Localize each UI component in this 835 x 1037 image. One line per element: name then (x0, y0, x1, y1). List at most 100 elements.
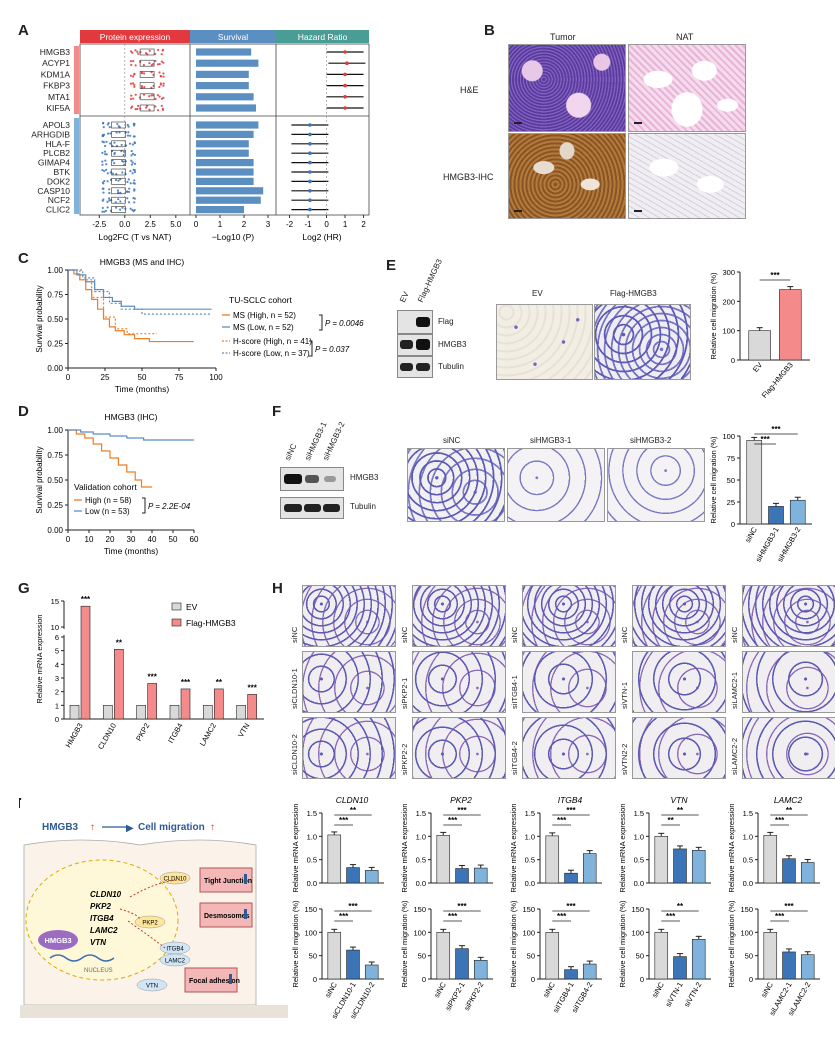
bar (673, 956, 687, 980)
blot-hmgb3-f (280, 467, 344, 491)
panel-label-f: F (272, 403, 282, 420)
tick-label: 100 (722, 327, 735, 336)
survival-bar (196, 187, 264, 195)
bar-flag (147, 683, 157, 720)
data-dot (101, 168, 104, 172)
sig-label: *** (557, 912, 567, 921)
gene-label: KDM1A (41, 69, 71, 79)
bar (346, 949, 360, 980)
sig-label: *** (760, 435, 770, 444)
axis-label: Log2FC (T vs NAT) (99, 232, 172, 242)
data-dot (119, 191, 122, 194)
tick-label: 0 (55, 715, 59, 724)
data-dot (156, 63, 160, 66)
data-dot (129, 97, 133, 101)
tick-label: -1 (304, 220, 312, 229)
hr-point (308, 142, 312, 146)
data-dot (143, 72, 146, 75)
tick-label: 50 (527, 952, 535, 961)
y-axis-label: Relative mRNA expression (727, 803, 736, 892)
x-axis-label: Time (months) (115, 384, 170, 394)
data-dot (102, 182, 105, 185)
tick-label: 0.50 (47, 476, 63, 485)
pathway-label: Focal adhesion (189, 978, 240, 985)
panel-label-e: E (386, 257, 397, 274)
data-dot (102, 191, 105, 194)
tick-label: 6 (55, 633, 59, 642)
tick-label: 0.5 (525, 856, 535, 865)
data-dot (140, 72, 143, 75)
data-dot (132, 124, 136, 127)
survival-bar (196, 130, 254, 138)
image-label-sihmgb3-1: siHMGB3-1 (530, 436, 572, 445)
data-dot (134, 49, 137, 52)
tick-label: 1.0 (307, 832, 317, 841)
tick-label: 0 (313, 975, 317, 984)
data-dot (127, 190, 131, 193)
survival-bar (196, 177, 254, 185)
transwell-image (632, 717, 726, 779)
bar (782, 858, 796, 884)
panel-a-header-bg (80, 30, 190, 43)
data-dot (136, 50, 139, 53)
bar (436, 932, 451, 980)
tick-label: 4 (55, 660, 59, 669)
data-dot (145, 106, 148, 109)
data-dot (101, 151, 104, 154)
data-dot (133, 142, 137, 145)
data-dot (116, 189, 120, 192)
panel-h-label: siITGB4-2 (510, 741, 519, 775)
panel-a-header-bg (276, 30, 369, 43)
band-label-hmgb3: HMGB3 (438, 340, 467, 349)
data-dot (130, 50, 133, 53)
down-group-bar (74, 118, 79, 214)
y-axis-label: Relative mRNA expression (509, 803, 518, 892)
tick-label: 1.0 (634, 832, 644, 841)
tick-label: 0.5 (634, 856, 644, 865)
km-high (68, 429, 152, 488)
data-dot (127, 201, 131, 204)
gene-label: PLCB2 (43, 148, 70, 158)
sig-label: ** (677, 902, 684, 911)
data-dot (131, 161, 134, 164)
sig-label: *** (81, 595, 91, 604)
tick-label: 0 (749, 975, 753, 984)
bar-ev (236, 705, 246, 720)
data-dot (129, 82, 133, 85)
transwell-image (522, 585, 616, 647)
hr-point (343, 72, 347, 77)
hr-point (308, 170, 312, 174)
pathway-label: Desmosomes (204, 913, 250, 920)
box-plot (139, 71, 155, 78)
sig-label: *** (566, 902, 576, 911)
gene-label: HLA-F (45, 139, 70, 149)
y-axis-label: Relative mRNA expression (618, 803, 627, 892)
category-label: siVTN-2 (682, 981, 703, 1009)
bar (346, 867, 360, 884)
transwell-image (632, 651, 726, 713)
transwell-image (742, 651, 835, 713)
category-label: siNC (432, 980, 448, 999)
bar (455, 948, 469, 980)
data-dot (126, 134, 130, 137)
tick-label: 100 (740, 928, 753, 937)
y-axis-label: Relative cell migration (%) (709, 436, 718, 524)
data-dot (106, 206, 109, 209)
data-dot (134, 108, 137, 111)
sig-label: *** (339, 912, 349, 921)
panel-label-h: H (272, 580, 283, 597)
protein-blob (159, 953, 191, 967)
category-label: siNC (650, 980, 666, 999)
image-label-sinc: siNC (443, 436, 461, 445)
data-dot (128, 142, 132, 145)
gene-label: KIF5A (46, 103, 70, 113)
tick-label: 0 (66, 373, 71, 382)
bar (327, 834, 342, 884)
transwell-image (522, 717, 616, 779)
data-dot (140, 86, 144, 89)
scale-bar (634, 122, 642, 124)
blot-hmgb3 (397, 334, 433, 356)
bar (789, 499, 806, 525)
data-dot (113, 141, 116, 144)
